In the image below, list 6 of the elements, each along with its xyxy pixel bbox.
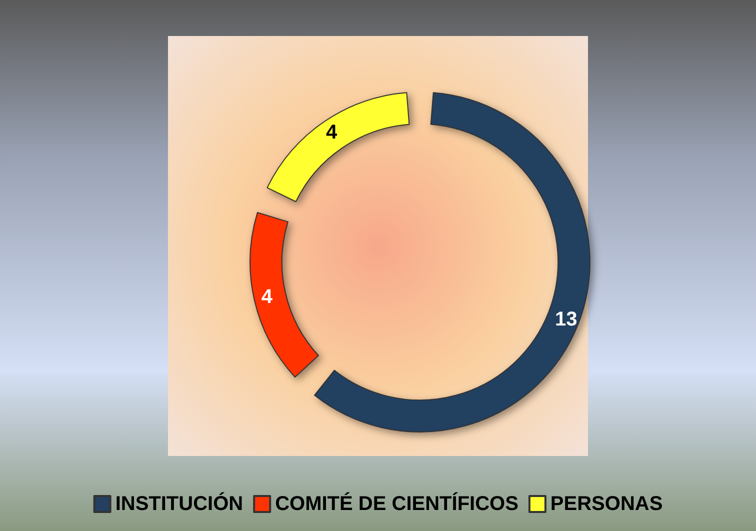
legend-label: PERSONAS xyxy=(550,493,663,515)
data-label: 13 xyxy=(555,308,578,330)
data-label: 4 xyxy=(326,121,338,144)
legend-label: INSTITUCIÓN xyxy=(115,492,244,515)
legend-label: COMITÉ DE CIENTÍFICOS xyxy=(275,492,518,515)
data-label: 4 xyxy=(261,286,274,308)
